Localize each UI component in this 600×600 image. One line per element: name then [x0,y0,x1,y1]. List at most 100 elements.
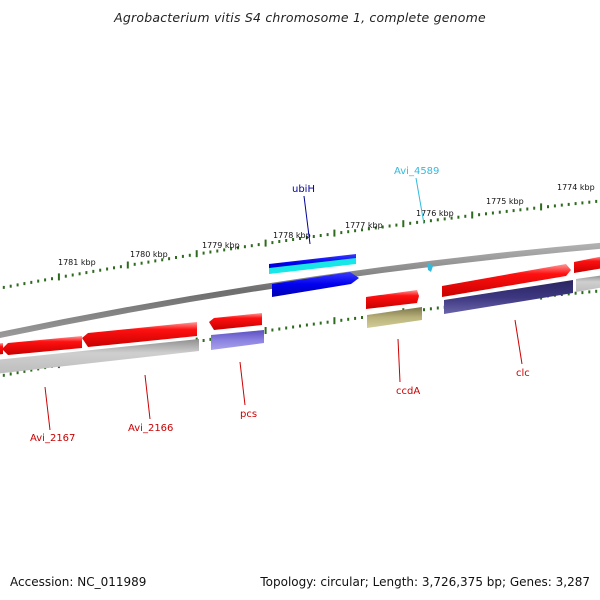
label-clc[interactable]: clc [516,368,530,379]
minor-tick [312,235,315,238]
minor-tick [347,317,350,321]
minor-tick [51,277,53,281]
minor-tick [354,316,357,320]
minor-tick [243,245,246,249]
minor-tick [581,201,584,205]
gene-avi2167-upper[interactable] [0,336,82,355]
ubiH-cyan-band [269,258,356,274]
minor-tick [326,233,329,237]
minor-tick [512,209,515,213]
gene-ccdA-upper[interactable] [366,290,419,309]
minor-tick [381,225,384,229]
gene-edge-upper[interactable] [574,256,600,273]
topology-text: Topology: circular; Length: 3,726,375 bp… [260,575,590,589]
label-ccdA[interactable]: ccdA [396,386,420,397]
minor-tick [478,213,481,217]
map-title: Agrobacterium vitis S4 chromosome 1, com… [114,10,486,25]
minor-tick [567,202,570,206]
minor-tick [250,244,253,248]
label-ubiH[interactable]: ubiH [292,184,315,195]
minor-tick [223,248,226,252]
minor-tick [547,205,549,209]
minor-tick [588,290,591,294]
minor-tick [237,246,239,250]
outer-tick-track [2,199,598,289]
gene-edge-lower[interactable] [576,275,600,292]
gene-clc-upper[interactable] [442,264,571,297]
minor-tick [181,254,184,258]
gene-ccdA-lower[interactable] [367,307,422,328]
major-tick [195,250,198,258]
minor-tick [312,322,315,326]
minor-tick [526,207,529,211]
gene-pcs-upper[interactable] [209,313,262,330]
ccdA-leader [397,338,401,383]
minor-tick [154,259,157,263]
minor-tick [230,247,233,251]
minor-tick [64,274,67,278]
minor-tick [147,260,150,264]
minor-tick [436,218,439,222]
minor-tick [395,223,398,227]
minor-tick [257,243,260,247]
kbp-label: 1778 kbp [273,231,311,240]
label-avi4589[interactable]: Avi_4589 [394,166,439,177]
label-avi2167[interactable]: Avi_2167 [30,433,75,444]
gene-pcs-lower[interactable] [211,330,264,350]
minor-tick [16,283,19,287]
minor-tick [78,272,81,276]
minor-tick [388,224,391,228]
minor-tick [85,271,88,275]
label-avi2166[interactable]: Avi_2166 [128,423,173,434]
minor-tick [505,209,508,213]
minor-tick [292,325,295,329]
minor-tick [285,239,288,242]
gene-avi2166-upper[interactable] [82,322,197,347]
minor-tick [553,204,556,208]
minor-tick [161,258,164,262]
minor-tick [285,326,288,330]
minor-tick [319,321,322,325]
avi2166-leader [144,374,151,420]
major-tick [333,229,336,237]
label-leaders [44,177,523,431]
gene-avi4589[interactable] [427,262,433,272]
minor-tick [464,214,467,218]
gene-ubiH[interactable] [269,254,359,297]
minor-tick [175,256,177,259]
minor-tick [491,211,494,215]
minor-tick [485,212,487,216]
gene-clc-lower[interactable] [444,280,573,314]
kbp-label: 1777 kbp [345,221,383,230]
gene-avi2166-lower[interactable] [0,339,199,374]
minor-tick [429,219,432,223]
left-edge-fragment [0,343,3,355]
minor-tick [299,324,301,328]
minor-tick [23,282,26,286]
minor-tick [37,279,40,283]
minor-tick [216,249,219,253]
avi4589-leader [415,177,425,225]
avi2166-arrow [82,322,197,347]
edge-forward-arrow [574,256,600,273]
minor-tick [498,210,501,214]
minor-tick [71,273,74,277]
minor-tick [374,226,377,230]
kbp-label: 1774 kbp [557,183,595,192]
minor-tick [574,202,577,206]
label-pcs[interactable]: pcs [240,409,257,420]
minor-tick [533,206,536,210]
minor-tick [23,369,26,373]
avi2166-gray-bar [0,339,199,374]
minor-tick [2,285,5,289]
minor-tick [354,229,357,233]
gene-labels: ubiH Avi_4589 ccdA clc pcs Avi_2166 Avi_… [30,166,530,444]
minor-tick [168,257,171,261]
minor-tick [416,220,419,224]
minor-tick [429,307,432,311]
minor-tick [305,323,308,327]
major-tick [471,211,474,219]
major-tick [333,317,336,325]
minor-tick [560,203,563,207]
